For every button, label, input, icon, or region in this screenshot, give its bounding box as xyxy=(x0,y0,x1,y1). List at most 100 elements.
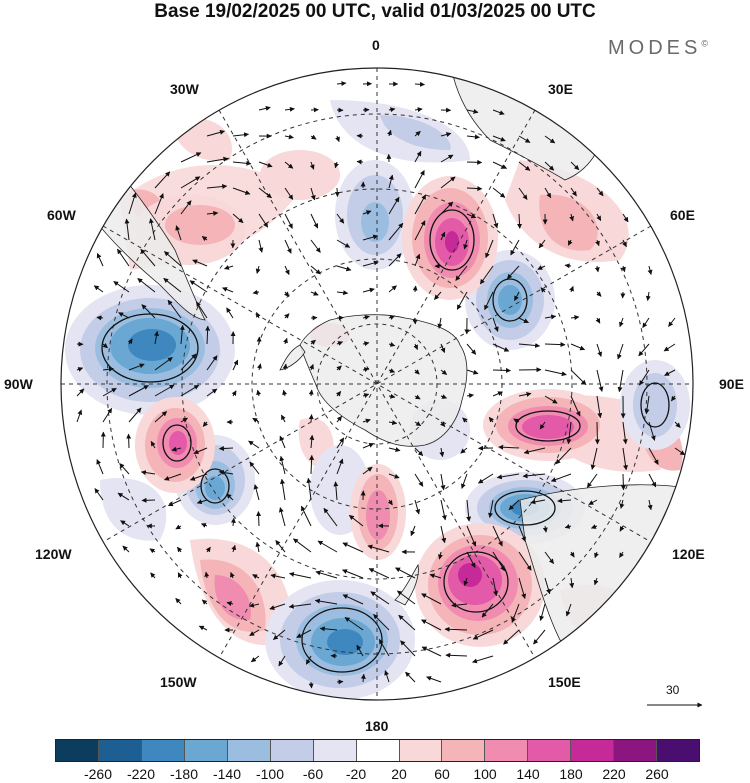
graticule xyxy=(61,68,693,700)
wind-arrow xyxy=(232,213,244,224)
wind-arrow xyxy=(362,393,370,398)
wind-arrow xyxy=(76,367,84,372)
wind-arrow xyxy=(284,265,290,276)
wind-arrow xyxy=(273,629,286,640)
wind-arrow xyxy=(437,317,443,329)
wind-arrow xyxy=(226,493,234,501)
wind-arrow xyxy=(466,159,483,165)
wind-arrow xyxy=(278,507,286,527)
wind-arrow xyxy=(102,366,114,372)
wind-arrow xyxy=(414,253,421,267)
wind-arrow xyxy=(492,367,511,373)
wind-arrow xyxy=(439,447,445,458)
wind-arrow xyxy=(492,391,503,397)
colorbar-segment xyxy=(141,740,185,761)
wind-arrow xyxy=(492,213,499,229)
wind-arrow xyxy=(567,239,573,246)
colorbar-segment xyxy=(571,740,615,761)
wind-arrow xyxy=(164,473,182,481)
wind-arrow xyxy=(444,626,468,632)
wind-arrow xyxy=(503,629,520,645)
wind-arrow xyxy=(488,416,494,423)
wind-arrow xyxy=(310,134,317,140)
wind-arrow xyxy=(362,466,373,475)
wind-arrow xyxy=(484,291,494,311)
wind-arrow xyxy=(645,291,651,301)
wind-arrow xyxy=(414,473,424,487)
wind-arrow xyxy=(256,389,262,397)
wind-arrow xyxy=(621,265,626,273)
wind-arrow xyxy=(387,129,392,137)
wind-arrow xyxy=(96,252,104,267)
wind-arrow xyxy=(283,337,288,345)
wind-arrow xyxy=(387,499,393,506)
wind-arrow xyxy=(440,394,448,399)
wind-arrow xyxy=(269,603,286,610)
wind-arrow xyxy=(670,395,677,402)
wind-arrow xyxy=(284,313,290,319)
wind-arrow xyxy=(258,161,273,168)
wind-arrow xyxy=(414,107,423,113)
wind-arrow xyxy=(336,213,345,224)
colorbar-segment xyxy=(56,740,99,761)
wind-arrow xyxy=(412,285,418,293)
wind-arrow xyxy=(388,174,394,189)
wind-arrow xyxy=(492,161,508,169)
colorbar-tick-label: -180 xyxy=(169,766,199,782)
wind-arrow xyxy=(639,369,650,386)
wind-arrow xyxy=(222,287,234,293)
wind-arrow xyxy=(309,454,315,475)
wind-arrow xyxy=(466,525,477,547)
wind-arrow xyxy=(590,447,598,470)
wind-arrow xyxy=(180,417,188,423)
wind-arrow xyxy=(530,499,546,505)
wind-arrow xyxy=(171,446,182,452)
wind-arrow xyxy=(113,280,130,293)
wind-arrow xyxy=(594,265,600,273)
wind-arrow xyxy=(102,387,117,397)
wind-arrow xyxy=(154,330,159,345)
wind-arrow xyxy=(232,359,239,371)
wind-arrow xyxy=(410,525,416,537)
wind-arrow xyxy=(496,473,520,480)
wind-arrow xyxy=(336,81,347,87)
wind-arrow xyxy=(550,473,572,483)
colorbar-segment xyxy=(184,740,228,761)
wind-arrow xyxy=(362,210,372,215)
wind-arrow xyxy=(336,365,342,371)
colorbar-segment xyxy=(98,740,142,761)
wind-arrow xyxy=(175,598,182,605)
wind-arrow xyxy=(451,602,468,608)
wind-arrow xyxy=(102,343,108,349)
wind-arrow xyxy=(296,629,312,638)
wind-arrow xyxy=(594,421,600,445)
wind-arrow xyxy=(620,473,626,491)
wind-arrow xyxy=(544,314,557,320)
wind-arrow xyxy=(674,421,681,428)
wind-arrow xyxy=(280,478,286,501)
wind-arrow xyxy=(398,614,416,631)
wind-arrow xyxy=(315,570,338,579)
wind-arrow xyxy=(437,551,443,560)
colorbar-segment xyxy=(227,740,271,761)
reference-vector-label: 30 xyxy=(666,683,680,697)
wind-arrow xyxy=(517,213,523,229)
colorbar-segment xyxy=(657,740,700,761)
wind-arrow xyxy=(314,598,338,605)
wind-arrow xyxy=(445,652,468,658)
wind-arrow xyxy=(180,176,201,189)
wind-arrow xyxy=(492,551,506,572)
wind-arrow xyxy=(310,315,318,321)
lon-label-120e: 120E xyxy=(672,546,705,562)
wind-arrow xyxy=(477,473,494,484)
wind-arrow xyxy=(492,343,510,352)
wind-arrow xyxy=(206,156,229,163)
wind-arrow xyxy=(542,525,548,533)
wind-arrow xyxy=(570,315,580,320)
wind-arrow xyxy=(150,572,156,579)
wind-arrow xyxy=(342,542,364,553)
wind-arrow xyxy=(218,445,234,451)
wind-arrow xyxy=(421,619,442,631)
wind-arrow xyxy=(232,187,251,195)
wind-arrow xyxy=(595,239,600,247)
